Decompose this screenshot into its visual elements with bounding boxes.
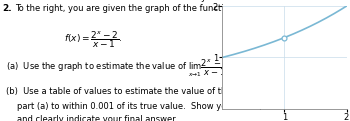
Text: (b)  Use a table of values to estimate the value of the limit from: (b) Use a table of values to estimate th… (6, 87, 275, 96)
Y-axis label: y: y (201, 0, 206, 2)
Text: 2.: 2. (2, 4, 12, 13)
Text: $f(x) = \dfrac{2^x - 2}{x - 1}.$: $f(x) = \dfrac{2^x - 2}{x - 1}.$ (64, 29, 122, 50)
Text: and clearly indicate your final answer.: and clearly indicate your final answer. (17, 115, 178, 121)
Text: To the right, you are given the graph of the function: To the right, you are given the graph of… (15, 4, 234, 13)
Text: part (a) to within 0.001 of its true value.  Show your table,: part (a) to within 0.001 of its true val… (17, 102, 262, 111)
Text: (a)  Use the graph to estimate the value of $\lim_{x \to 1} \dfrac{2^x - 2}{x-1}: (a) Use the graph to estimate the value … (6, 58, 232, 79)
